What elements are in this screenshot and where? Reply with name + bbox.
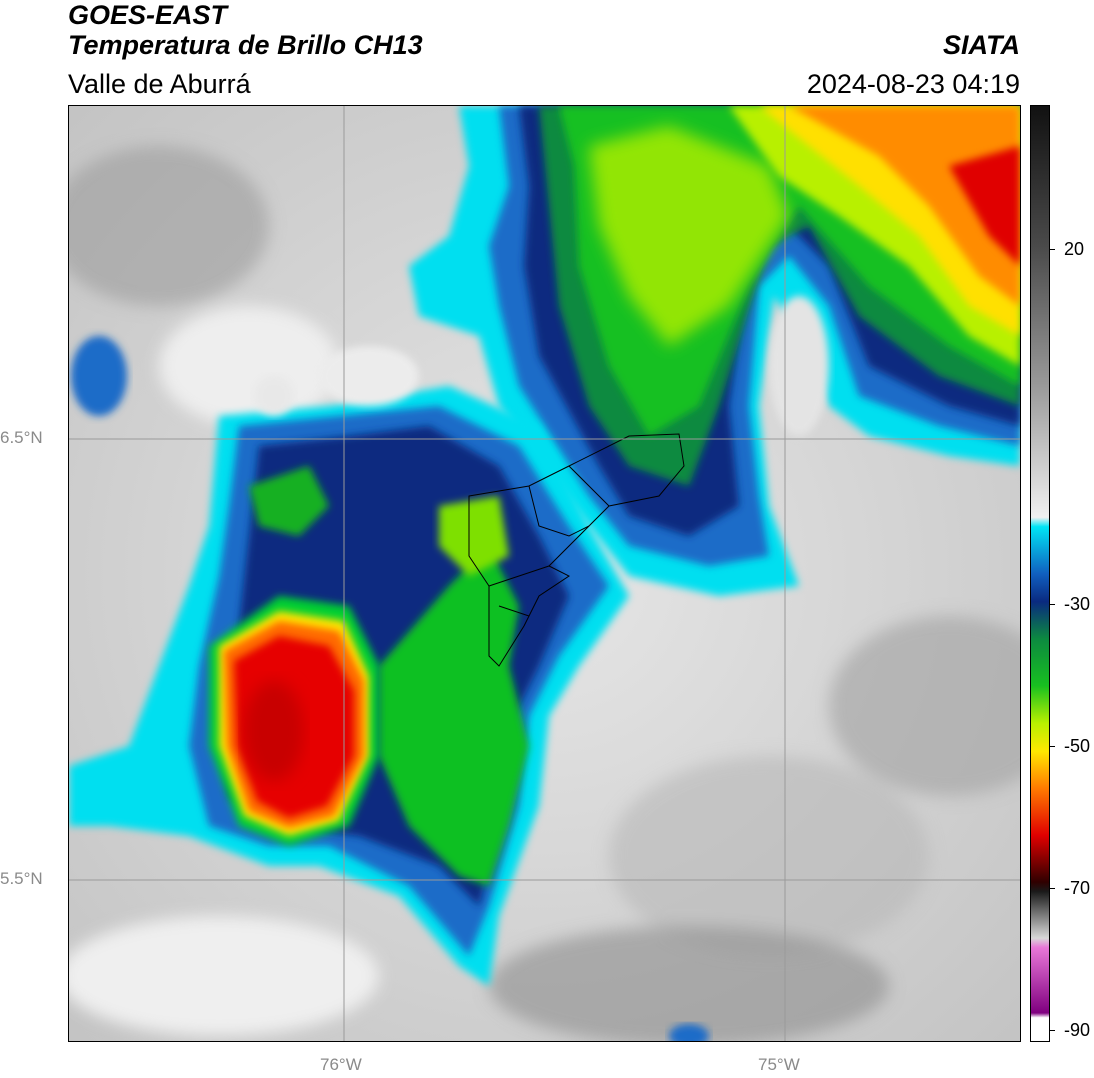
colorbar-label-neg30: -30 [1064, 594, 1091, 614]
colorbar-tick [1049, 604, 1055, 605]
colorbar-tick [1049, 249, 1055, 250]
satellite-map[interactable] [68, 105, 1021, 1042]
small-cloud-patches [71, 336, 709, 1041]
colorbar-label-20: 20 [1064, 239, 1085, 259]
agency-label: SIATA [943, 30, 1020, 60]
colorbar-label-neg90: -90 [1064, 1020, 1091, 1040]
colorbar-label-neg70: -70 [1064, 878, 1091, 898]
agency-block: . SIATA 2024-08-23 04:19 [807, 0, 1020, 100]
valley-boundary [468, 433, 685, 667]
ne-convective-system [409, 106, 1020, 596]
colorbar-gradient [1031, 106, 1049, 1041]
brightness-temperature-field [69, 106, 1020, 1041]
graticule [69, 106, 1020, 1041]
colorbar-tick [1049, 888, 1055, 889]
satellite-title: GOES-EAST [68, 0, 228, 30]
lat-label-5-5: 5.5°N [0, 869, 43, 888]
lat-label-6-5: 6.5°N [0, 428, 43, 447]
lon-label-76: 76°W [320, 1055, 362, 1074]
region-subtitle: Valle de Aburrá [68, 69, 251, 99]
colorbar-label-neg50: -50 [1064, 736, 1091, 756]
sw-convective-system [69, 346, 629, 986]
title-block: GOES-EAST Temperatura de Brillo CH13 Val… [68, 0, 423, 100]
colorbar-tick [1049, 1030, 1055, 1031]
timestamp-label: 2024-08-23 04:19 [806, 69, 1020, 99]
product-title: Temperatura de Brillo CH13 [68, 30, 423, 60]
colorbar [1030, 105, 1050, 1042]
colorbar-tick [1049, 746, 1055, 747]
lon-label-75: 75°W [758, 1055, 800, 1074]
